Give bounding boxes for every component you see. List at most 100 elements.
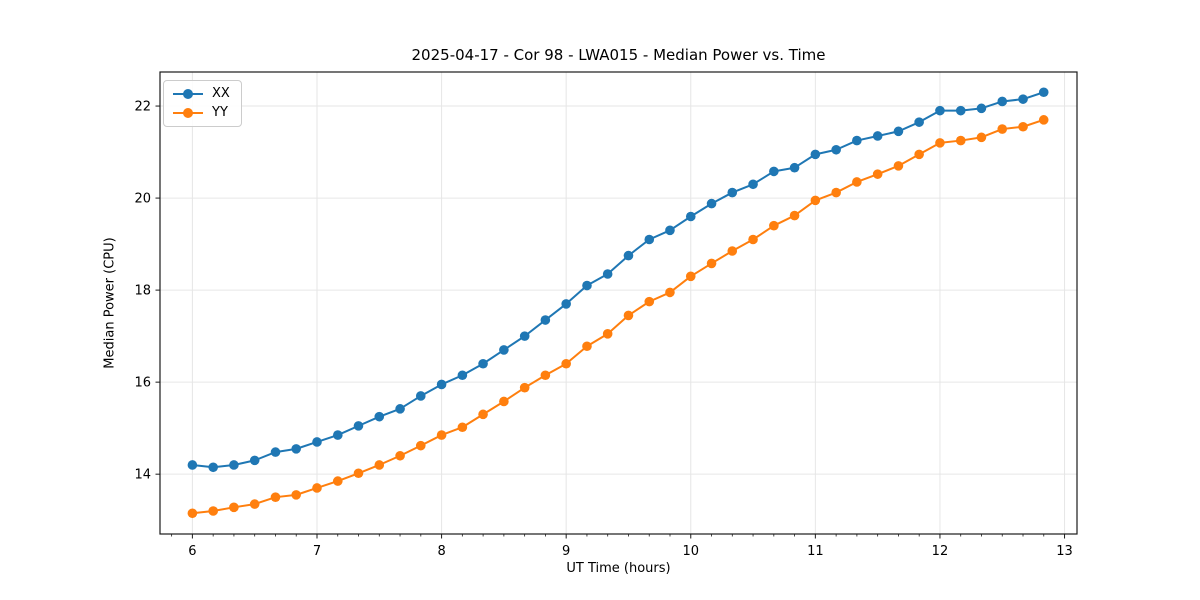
data-point bbox=[727, 187, 738, 198]
y-tick-label: 18 bbox=[134, 284, 151, 299]
data-point bbox=[208, 506, 219, 516]
data-point bbox=[519, 382, 530, 393]
series-yy-line bbox=[192, 118, 1045, 515]
plot-border bbox=[159, 71, 1078, 535]
data-point bbox=[561, 299, 571, 309]
data-point bbox=[229, 460, 239, 470]
data-point bbox=[789, 162, 800, 173]
data-point bbox=[519, 331, 530, 341]
x-tick-label: 8 bbox=[437, 544, 445, 559]
data-point bbox=[415, 440, 426, 451]
data-point bbox=[872, 131, 883, 141]
data-point bbox=[644, 296, 655, 307]
data-point bbox=[893, 161, 904, 171]
data-point bbox=[1038, 87, 1049, 98]
data-point bbox=[436, 430, 447, 440]
y-tick-label: 16 bbox=[134, 376, 151, 391]
series-xx-markers bbox=[187, 87, 1049, 473]
data-point bbox=[312, 437, 322, 447]
x-tick-label: 10 bbox=[682, 544, 699, 559]
data-point bbox=[831, 187, 841, 198]
data-point bbox=[478, 409, 488, 420]
data-point bbox=[914, 149, 924, 160]
data-point bbox=[810, 195, 821, 206]
data-point bbox=[582, 280, 592, 291]
y-tick-label: 14 bbox=[134, 468, 151, 483]
data-point bbox=[395, 450, 405, 461]
data-point bbox=[436, 379, 447, 390]
data-point bbox=[1018, 121, 1028, 132]
x-tick-label: 6 bbox=[188, 544, 196, 559]
data-point bbox=[270, 492, 281, 502]
data-point bbox=[935, 105, 945, 116]
data-point bbox=[810, 149, 821, 160]
x-tick-label: 9 bbox=[562, 544, 570, 559]
series-xx-marker-icon bbox=[173, 88, 203, 99]
data-point bbox=[249, 499, 260, 509]
data-point bbox=[1018, 94, 1028, 104]
x-tick-label: 12 bbox=[932, 544, 949, 559]
data-point bbox=[602, 329, 613, 339]
data-point bbox=[374, 460, 385, 470]
data-point bbox=[353, 421, 364, 431]
data-point bbox=[353, 468, 364, 479]
legend-label-yy: YY bbox=[212, 105, 228, 120]
data-point bbox=[789, 210, 800, 221]
data-point bbox=[852, 177, 862, 187]
x-tick-label: 7 bbox=[313, 544, 321, 559]
data-point bbox=[976, 103, 987, 114]
data-point bbox=[914, 117, 924, 127]
data-point bbox=[499, 396, 509, 407]
data-point bbox=[685, 211, 696, 222]
data-point bbox=[395, 404, 405, 414]
data-point bbox=[478, 358, 488, 369]
data-point bbox=[893, 126, 904, 137]
data-point bbox=[623, 310, 634, 321]
data-point bbox=[706, 258, 717, 269]
series-yy-marker-icon bbox=[173, 107, 203, 118]
x-tick-label: 11 bbox=[807, 544, 824, 559]
data-point bbox=[187, 460, 198, 470]
x-tick-label: 13 bbox=[1056, 544, 1073, 559]
chart-title: 2025-04-17 - Cor 98 - LWA015 - Median Po… bbox=[411, 46, 826, 64]
data-point bbox=[955, 105, 966, 116]
data-point bbox=[229, 502, 239, 513]
legend: XX YY bbox=[163, 80, 242, 127]
legend-item-yy: YY bbox=[173, 105, 230, 120]
data-point bbox=[831, 144, 841, 155]
series-xx-line bbox=[192, 91, 1045, 469]
data-point bbox=[769, 166, 779, 177]
y-tick-label: 22 bbox=[134, 100, 151, 115]
data-point bbox=[872, 169, 883, 179]
y-axis-label: Median Power (CPU) bbox=[102, 237, 118, 369]
data-point bbox=[769, 220, 779, 231]
data-point bbox=[374, 411, 385, 422]
data-point bbox=[270, 447, 281, 457]
data-point bbox=[748, 179, 758, 190]
data-point bbox=[852, 135, 862, 146]
data-point bbox=[665, 287, 675, 298]
data-point bbox=[291, 444, 301, 454]
legend-item-xx: XX bbox=[173, 86, 230, 101]
data-point bbox=[457, 370, 468, 381]
data-point bbox=[561, 358, 571, 369]
data-point bbox=[623, 250, 634, 261]
data-point bbox=[935, 138, 945, 148]
data-point bbox=[727, 246, 738, 256]
data-point bbox=[644, 234, 655, 245]
data-point bbox=[540, 370, 551, 381]
data-point bbox=[1038, 115, 1049, 125]
data-point bbox=[976, 132, 987, 143]
data-point bbox=[457, 422, 468, 433]
x-axis-label: UT Time (hours) bbox=[566, 561, 671, 576]
data-point bbox=[582, 341, 592, 352]
data-point bbox=[312, 483, 322, 493]
data-point bbox=[249, 455, 260, 466]
data-point bbox=[415, 391, 426, 401]
data-point bbox=[332, 430, 343, 440]
data-point bbox=[665, 225, 675, 236]
data-point bbox=[499, 345, 509, 355]
y-tick-label: 20 bbox=[134, 192, 151, 207]
